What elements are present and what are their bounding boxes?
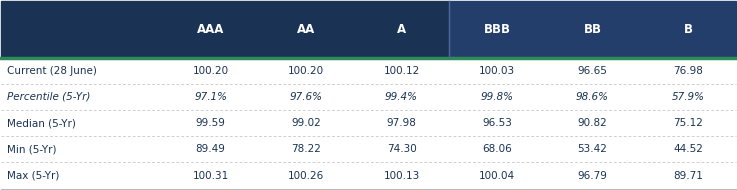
Text: 89.49: 89.49 — [196, 144, 226, 154]
Text: Min (5-Yr): Min (5-Yr) — [7, 144, 57, 154]
Text: Max (5-Yr): Max (5-Yr) — [7, 170, 60, 180]
Text: AAA: AAA — [197, 23, 224, 36]
Bar — [450, 1, 736, 58]
Text: 99.59: 99.59 — [196, 118, 226, 128]
Text: 44.52: 44.52 — [673, 144, 703, 154]
Text: 96.79: 96.79 — [578, 170, 607, 180]
Text: 100.31: 100.31 — [192, 170, 228, 180]
Text: 68.06: 68.06 — [482, 144, 512, 154]
Text: 100.13: 100.13 — [383, 170, 419, 180]
Text: 100.03: 100.03 — [479, 66, 515, 76]
Text: 99.8%: 99.8% — [481, 92, 514, 102]
Text: 75.12: 75.12 — [673, 118, 703, 128]
Text: 97.1%: 97.1% — [194, 92, 227, 102]
Text: 78.22: 78.22 — [291, 144, 321, 154]
Text: 53.42: 53.42 — [578, 144, 607, 154]
Text: 100.04: 100.04 — [479, 170, 515, 180]
Text: 76.98: 76.98 — [673, 66, 703, 76]
Text: Current (28 June): Current (28 June) — [7, 66, 97, 76]
Text: Median (5-Yr): Median (5-Yr) — [7, 118, 76, 128]
Text: Percentile (5-Yr): Percentile (5-Yr) — [7, 92, 91, 102]
Text: 89.71: 89.71 — [673, 170, 703, 180]
Text: 100.26: 100.26 — [288, 170, 324, 180]
Text: 96.65: 96.65 — [578, 66, 607, 76]
Text: 100.12: 100.12 — [383, 66, 419, 76]
Text: 97.98: 97.98 — [387, 118, 416, 128]
Text: B: B — [683, 23, 692, 36]
Text: 100.20: 100.20 — [192, 66, 228, 76]
Text: 100.20: 100.20 — [288, 66, 324, 76]
Text: 57.9%: 57.9% — [671, 92, 705, 102]
Text: BBB: BBB — [483, 23, 511, 36]
Text: 98.6%: 98.6% — [576, 92, 609, 102]
Text: 99.4%: 99.4% — [385, 92, 418, 102]
Text: BB: BB — [584, 23, 601, 36]
Text: AA: AA — [297, 23, 315, 36]
Text: 74.30: 74.30 — [387, 144, 416, 154]
Text: 97.6%: 97.6% — [290, 92, 323, 102]
Text: 96.53: 96.53 — [482, 118, 512, 128]
Text: 99.02: 99.02 — [291, 118, 321, 128]
Text: A: A — [397, 23, 406, 36]
Text: 90.82: 90.82 — [578, 118, 607, 128]
Bar — [1, 1, 450, 58]
